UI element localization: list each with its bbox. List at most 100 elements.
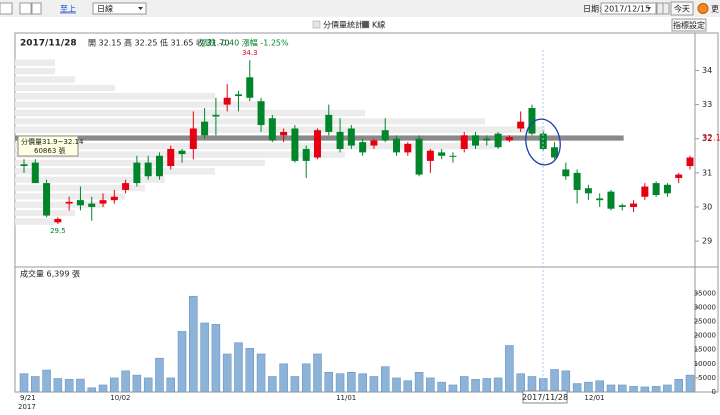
candle-body: [607, 191, 615, 209]
volume-bar: [482, 378, 492, 393]
date-label: 日期:: [583, 5, 602, 14]
volume-bar: [64, 379, 74, 393]
candle-body: [472, 135, 480, 146]
volume-bar: [685, 374, 695, 393]
y-tick-label: 33: [702, 100, 712, 109]
profile-bar: [15, 84, 115, 91]
volume-bar: [98, 384, 108, 393]
volume-bar: [527, 376, 537, 393]
volume-bar: [234, 342, 243, 393]
volume-bar: [392, 377, 401, 393]
candle-body: [573, 172, 581, 190]
profile-bar: [15, 201, 105, 209]
profile-tooltip: [17, 135, 79, 157]
profile-bar: [15, 109, 365, 117]
candle-body: [223, 97, 231, 105]
volume-bar: [19, 373, 29, 393]
refresh-icon[interactable]: [697, 3, 709, 14]
x-tick-label: 10/02: [110, 394, 130, 402]
candle-body: [88, 203, 96, 207]
candle-body: [528, 108, 536, 134]
volume-bar: [279, 363, 288, 393]
volume-bar: [76, 378, 85, 393]
candle-body: [551, 147, 559, 158]
volume-bar: [595, 380, 604, 393]
volume-bar: [222, 353, 232, 393]
volume-bar: [42, 369, 51, 393]
volume-bar: [143, 377, 153, 393]
volume-bar: [369, 376, 379, 393]
x-year-label: 2017: [18, 403, 36, 411]
volume-bar: [640, 386, 650, 393]
candle-body: [189, 128, 197, 149]
left-dropdown[interactable]: [0, 2, 13, 15]
price-annotation: 34.3: [242, 49, 258, 57]
candle-body: [686, 157, 694, 167]
volume-bar: [155, 357, 164, 393]
y-tick-label: 20000: [694, 332, 716, 340]
volume-bar: [471, 379, 480, 393]
candle-body: [393, 138, 401, 153]
legend-label: 分價量統計: [323, 20, 363, 30]
profile-bar: [15, 92, 215, 100]
x-tick-label: 11/01: [336, 394, 356, 402]
toolbar: [0, 0, 720, 17]
candle-body: [43, 183, 51, 216]
volume-bar: [539, 378, 548, 393]
today-button[interactable]: [670, 1, 694, 16]
next-button[interactable]: [662, 2, 670, 15]
volume-bar: [87, 387, 96, 393]
date-field[interactable]: [600, 2, 657, 15]
candle-body: [167, 148, 175, 167]
candle-body: [584, 188, 592, 194]
candle-body: [212, 114, 220, 117]
profile-bar: [15, 193, 125, 200]
top-link[interactable]: 至上: [60, 5, 76, 14]
candle-body: [539, 133, 547, 149]
profile-bar: [15, 59, 55, 67]
volume-bar: [663, 384, 672, 393]
dropdown-arrow: [138, 7, 143, 10]
volume-bar: [584, 381, 593, 393]
candle-body: [31, 162, 39, 184]
volume-bar: [448, 384, 458, 393]
volume-bar: [301, 363, 311, 393]
info-change: 漲跌 -0.40 漲幅 -1.25%: [200, 38, 289, 48]
today-text: 今天: [674, 4, 690, 14]
more-text: 更: [711, 5, 719, 14]
period-dropdown[interactable]: [92, 2, 147, 15]
candle-body: [155, 155, 163, 177]
prev-button[interactable]: [656, 2, 664, 15]
volume-bar: [358, 373, 367, 393]
candle-body: [663, 184, 671, 194]
candle-body: [347, 128, 355, 146]
volume-bar: [493, 377, 503, 393]
candle-body: [596, 198, 604, 201]
candle-body: [415, 138, 423, 175]
volume-bar: [268, 376, 277, 393]
circle-annotation: [525, 118, 561, 166]
candle-body: [675, 174, 683, 178]
volume-bar: [200, 322, 209, 393]
legend-swatch: [312, 20, 321, 29]
candle-body: [65, 201, 73, 204]
add-button[interactable]: [31, 2, 42, 15]
volume-bar: [313, 353, 322, 393]
candle-body: [370, 140, 378, 146]
x-tick-label: 9/21: [20, 394, 36, 402]
info-date: 2017/11/28: [20, 39, 77, 49]
period-text: 日線: [97, 4, 113, 14]
settings-button[interactable]: [671, 18, 707, 32]
volume-bar: [166, 377, 175, 393]
candle-body: [336, 131, 344, 149]
candle-body: [178, 150, 186, 155]
zoom-button[interactable]: [19, 2, 32, 15]
profile-bar: [15, 168, 215, 175]
volume-bar: [324, 372, 334, 393]
volume-bar: [403, 380, 413, 393]
candle-body: [630, 203, 638, 207]
y-tick-label: 31: [702, 168, 712, 177]
volume-bar: [561, 370, 571, 393]
candle-body: [234, 94, 242, 97]
